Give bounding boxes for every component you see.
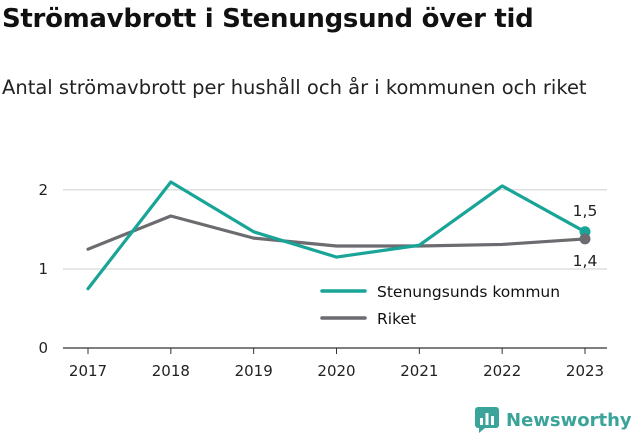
end-value-label-0: 1,5	[573, 202, 598, 220]
series-lines	[86, 180, 587, 291]
series-line-0	[86, 180, 587, 291]
series-line-1	[86, 214, 587, 251]
brand-name: Newsworthy	[506, 409, 631, 431]
legend-label-0: Stenungsunds kommun	[377, 283, 560, 301]
x-tick-label-5: 2022	[483, 362, 521, 380]
x-tick-label-4: 2021	[400, 362, 438, 380]
x-tick-label-2: 2019	[235, 362, 273, 380]
y-tick-labels: 0 1 2	[38, 181, 48, 357]
newsworthy-brand: Newsworthy	[475, 407, 631, 433]
x-tick-label-0: 2017	[69, 362, 107, 380]
y-gridlines	[63, 189, 607, 349]
bar-chart-logo-icon	[475, 407, 499, 433]
end-value-label-1: 1,4	[573, 252, 598, 270]
x-tick-label-6: 2023	[566, 362, 604, 380]
legend: Stenungsunds kommun Riket	[320, 283, 560, 328]
x-axis: 2017 2018 2019 2020 2021 2022 2023	[69, 348, 604, 380]
y-tick-label-2: 2	[38, 181, 48, 199]
chart-subtitle: Antal strömavbrott per hushåll och år i …	[2, 76, 587, 99]
x-tick-label-3: 2020	[317, 362, 355, 380]
x-tick-label-1: 2018	[152, 362, 190, 380]
y-tick-label-0: 0	[38, 339, 48, 357]
end-markers: 1,5 1,4	[573, 202, 598, 270]
chart-title: Strömavbrott i Stenungsund över tid	[2, 4, 534, 34]
y-tick-label-1: 1	[38, 260, 48, 278]
legend-label-1: Riket	[377, 310, 416, 328]
end-point-1	[579, 233, 591, 245]
